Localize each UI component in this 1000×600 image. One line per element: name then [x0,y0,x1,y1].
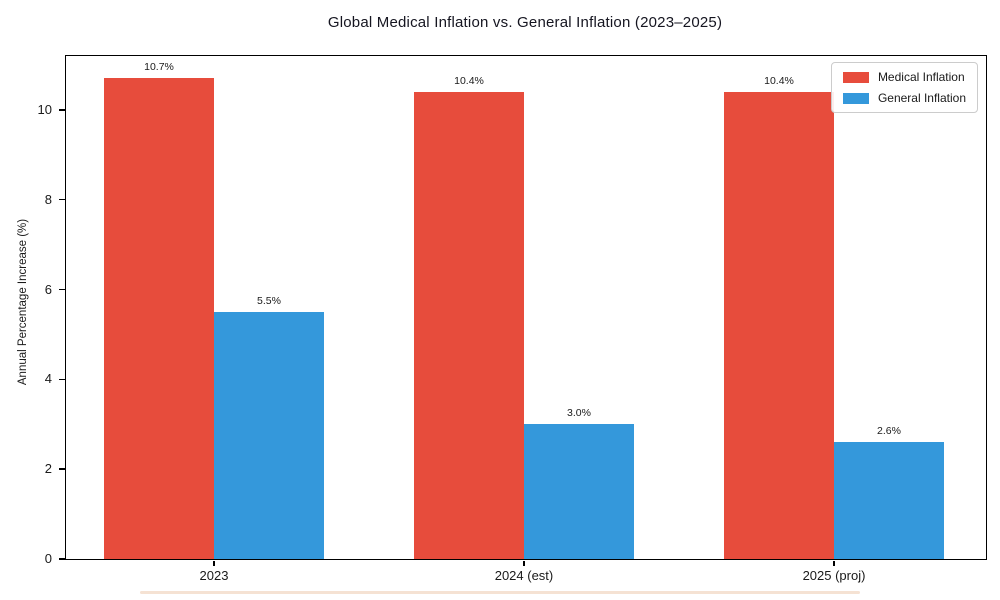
bar-general-inflation-2024est [524,424,634,559]
bar-value-label: 5.5% [257,295,281,307]
y-axis-tick-label: 6 [44,281,52,297]
bar-value-label: 10.4% [454,74,484,87]
legend-label-general-inflation: General Inflation [877,91,966,105]
bar-general-inflation-2023 [214,312,324,559]
bar-medical-inflation-2024est [414,91,524,559]
x-axis-tick-label: 2023 [199,568,229,583]
y-axis-tick-label: 10 [37,101,52,117]
bar-general-inflation-2025proj [834,442,944,559]
y-axis-tick [58,288,65,291]
y-axis-tick [58,558,65,560]
medical-inflation-swatch-icon [842,71,869,83]
y-axis-tick-label: 4 [44,371,52,387]
y-axis-tick-label: 2 [44,461,52,477]
legend-label-medical-inflation: Medical Inflation [877,70,965,84]
bar-value-label: 10.7% [144,61,174,74]
x-axis-tick [213,560,215,566]
bottom-divider [140,591,860,594]
y-axis-tick-label: 8 [44,191,52,207]
y-axis-tick [58,378,65,381]
bar-medical-inflation-2025proj [724,91,834,559]
bar-medical-inflation-2023 [104,78,214,559]
x-axis-tick-label: 2025 (proj) [802,568,866,583]
bar-value-label: 10.4% [764,74,794,87]
y-axis-tick [58,198,65,201]
x-axis-tick-label: 2024 (est) [494,568,554,583]
chart-title: Global Medical Inflation vs. General Inf… [327,14,723,31]
x-axis-tick [523,560,525,566]
legend-item-general-inflation: General Inflation [842,91,966,105]
legend: Medical Inflation General Inflation [830,62,978,113]
general-inflation-swatch-icon [842,92,869,104]
plot-area: Medical Inflation General Inflation 0 2 4 6… [38,55,987,583]
y-axis-tick-label: 0 [44,551,52,566]
legend-item-medical-inflation: Medical Inflation [842,70,966,84]
bar-value-label: 3.0% [567,407,591,420]
y-axis-tick [58,109,65,111]
x-axis-tick [833,560,835,566]
y-axis-tick [58,468,65,470]
bar-value-label: 2.6% [877,425,901,438]
